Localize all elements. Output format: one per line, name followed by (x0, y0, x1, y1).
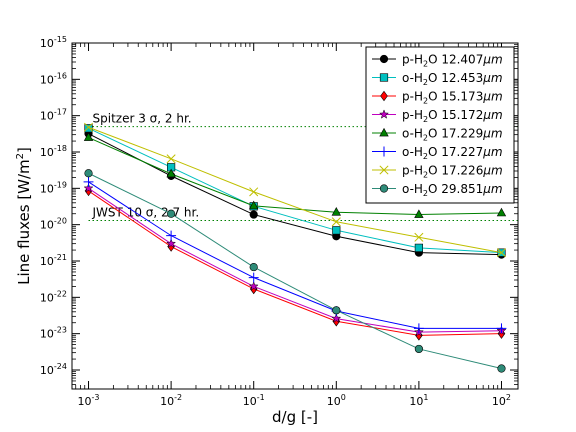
series-line (88, 133, 502, 256)
y-tick-label: 10-22 (40, 289, 67, 304)
legend-box (365, 46, 515, 204)
data-point (83, 183, 94, 193)
y-tick-label: 10-18 (40, 144, 67, 159)
legend-label: o-H2O 12.453μm (402, 71, 503, 87)
y-axis-label: Line fluxes [W/m2] (15, 147, 33, 285)
y-tick-label: 10-24 (40, 362, 67, 377)
data-point (84, 169, 93, 178)
axes-frame (71, 42, 519, 390)
data-point (496, 248, 507, 258)
y-tick-label: 10-21 (40, 253, 67, 268)
series-8 (84, 169, 506, 373)
ticks: 10-3 10-2 10-1 100 101 102 10-24 10-23 10-22 10-2… (40, 35, 518, 408)
legend-marker (379, 184, 389, 193)
data-point (414, 243, 423, 252)
y-tick-label: 10-20 (40, 217, 67, 232)
data-point (332, 226, 341, 235)
x-tick-label: 10-2 (160, 393, 182, 408)
legend-label: o-H2O 17.229μm (402, 127, 503, 143)
x-tick-label: 100 (327, 393, 346, 408)
data-point (166, 154, 176, 164)
series-line (88, 172, 502, 369)
x-tick-label: 101 (409, 393, 428, 408)
legend: p-H2O 12.407μm o-H2O 12.453μm p-H2O 15.173… (365, 46, 515, 204)
series-layer (83, 122, 507, 373)
data-point (166, 230, 177, 241)
legend-marker (379, 127, 389, 137)
legend-marker (380, 90, 388, 102)
data-point (249, 210, 258, 219)
axes (71, 42, 519, 390)
data-point (248, 281, 259, 291)
legend-entry: o-H2O 12.453μm (372, 71, 503, 87)
legend-entry: o-H2O 17.229μm (372, 127, 503, 143)
series-6 (83, 176, 507, 334)
axis-labels: d/g [-] Line fluxes [W/m2] (15, 147, 318, 426)
data-point (83, 122, 94, 132)
legend-label: o-H2O 29.851μm (402, 182, 503, 198)
data-point (248, 272, 259, 283)
data-point (249, 262, 258, 272)
legend-marker (379, 165, 389, 175)
data-point (331, 313, 342, 323)
series-line (88, 181, 502, 329)
series-7 (83, 122, 507, 258)
data-point (413, 323, 424, 334)
legend-label: p-H2O 17.226μm (402, 164, 503, 180)
legend-entry: o-H2O 29.851μm (372, 182, 503, 198)
legend-entry: p-H2O 15.173μm (372, 90, 503, 106)
data-point (496, 323, 507, 334)
y-tick-label: 10-19 (40, 180, 67, 195)
series-line (88, 127, 502, 254)
data-point (414, 232, 424, 242)
legend-label: p-H2O 12.407μm (402, 53, 503, 69)
x-axis-label: d/g [-] (272, 408, 318, 426)
series-line (88, 137, 502, 216)
series-5 (83, 132, 507, 218)
y-tick-label: 10-15 (40, 35, 67, 50)
data-point (166, 168, 176, 178)
legend-entry: p-H2O 17.226μm (372, 164, 503, 180)
data-point (167, 209, 176, 218)
y-tick-label: 10-16 (40, 71, 67, 86)
legend-marker (379, 146, 389, 157)
reference-line-label: Spitzer 3 σ, 2 hr. (93, 112, 192, 126)
legend-entry: p-H2O 12.407μm (372, 53, 503, 69)
legend-entry: o-H2O 17.227μm (372, 145, 503, 161)
data-point (332, 306, 341, 315)
y-tick-label: 10-23 (40, 326, 67, 341)
data-point (166, 238, 177, 248)
x-tick-label: 10-1 (243, 393, 265, 408)
data-point (331, 207, 341, 216)
data-point (497, 364, 506, 373)
series-line (88, 187, 502, 333)
series-line (88, 126, 502, 254)
legend-marker (379, 73, 389, 82)
data-point (414, 209, 424, 218)
data-point (331, 217, 341, 227)
data-point (414, 344, 423, 354)
legend-entry: p-H2O 15.172μm (372, 108, 503, 124)
series-line (88, 190, 502, 336)
data-point (83, 176, 94, 187)
x-tick-label: 102 (492, 393, 511, 408)
data-point (496, 207, 507, 217)
reference-line-label: JWST 10 σ, 2.7 hr. (92, 206, 200, 220)
y-tick-label: 10-17 (40, 108, 67, 123)
legend-label: o-H2O 17.227μm (402, 145, 503, 161)
legend-label: p-H2O 15.172μm (402, 108, 503, 124)
legend-label: p-H2O 15.173μm (402, 90, 503, 106)
data-point (83, 132, 94, 141)
legend-marker (379, 54, 389, 64)
x-tick-label: 10-3 (78, 393, 100, 408)
data-point (249, 200, 259, 210)
legend-marker (378, 109, 390, 119)
data-point (249, 187, 259, 197)
